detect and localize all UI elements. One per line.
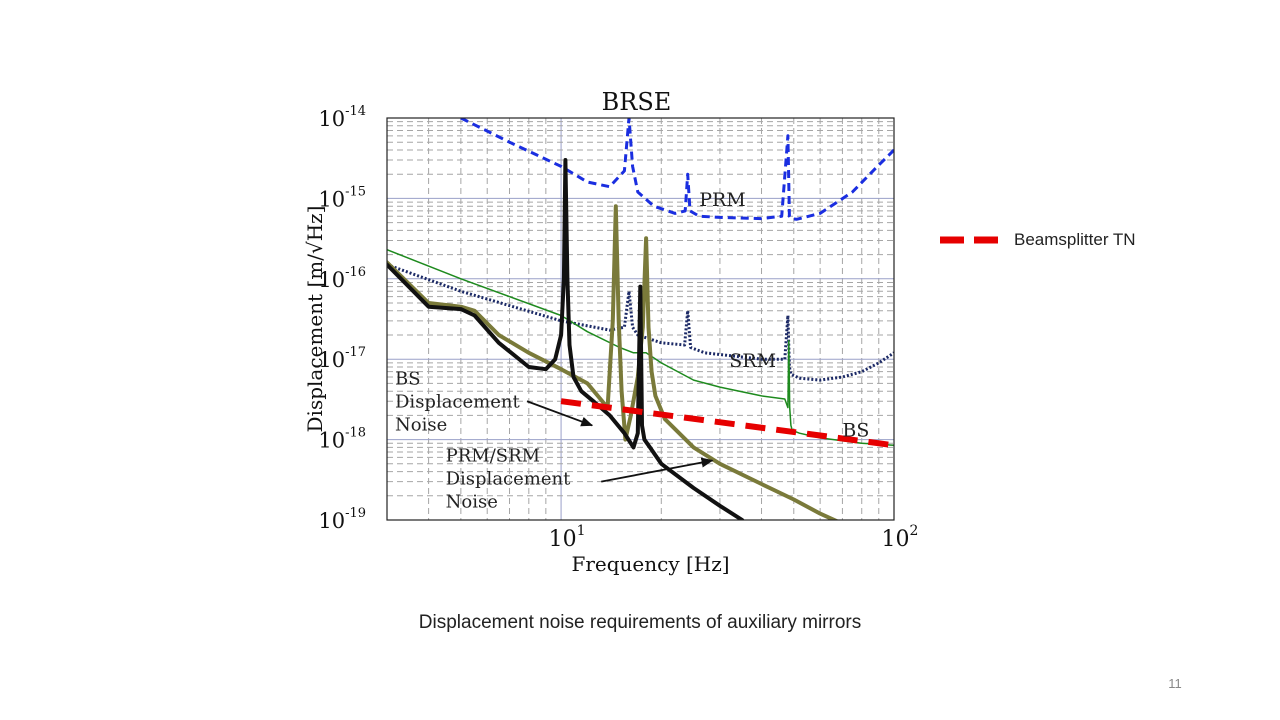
callout-text-line: BS (395, 368, 421, 389)
callout-text-line: Noise (395, 414, 447, 435)
series-line-srm (387, 263, 894, 382)
legend-label: Beamsplitter TN (1014, 230, 1136, 249)
annotation-bs-label: BS (842, 419, 869, 441)
y-tick-label: 10-14 (318, 104, 366, 131)
annotation-prm-label: PRM (699, 189, 746, 211)
callout-text-line: PRM/SRM (446, 446, 540, 467)
annotation-srm-label: SRM (729, 350, 776, 372)
callout-text-line: Displacement (395, 391, 520, 412)
figure-caption: Displacement noise requirements of auxil… (418, 612, 862, 633)
y-axis-label: Displacement [m/√Hz] (303, 206, 327, 433)
legend-swatch-dashed-red (940, 236, 1004, 244)
legend: Beamsplitter TN (940, 226, 1136, 254)
callout-text-line: Displacement (446, 469, 571, 490)
series-line-bs-black (387, 158, 745, 520)
plot-frame (386, 117, 895, 521)
series-line-prm (460, 118, 894, 221)
series-line-bs-green (387, 248, 894, 447)
page-number: 11 (1168, 676, 1182, 691)
series-line-bs-tn-red (560, 398, 894, 449)
chart-title: BRSE (602, 88, 672, 116)
series-group (387, 118, 894, 520)
callout-arrow (526, 400, 594, 427)
y-tick-label: 10-19 (318, 506, 366, 533)
callout-text-line: Noise (446, 492, 498, 513)
callout-arrow (601, 457, 714, 483)
y-tick-label: 10-17 (318, 345, 366, 372)
x-tick-label: 101 (549, 523, 586, 552)
x-axis-label: Frequency [Hz] (571, 552, 729, 576)
x-tick-label: 102 (882, 523, 919, 552)
series-line-prm-srm-olive (387, 204, 840, 520)
